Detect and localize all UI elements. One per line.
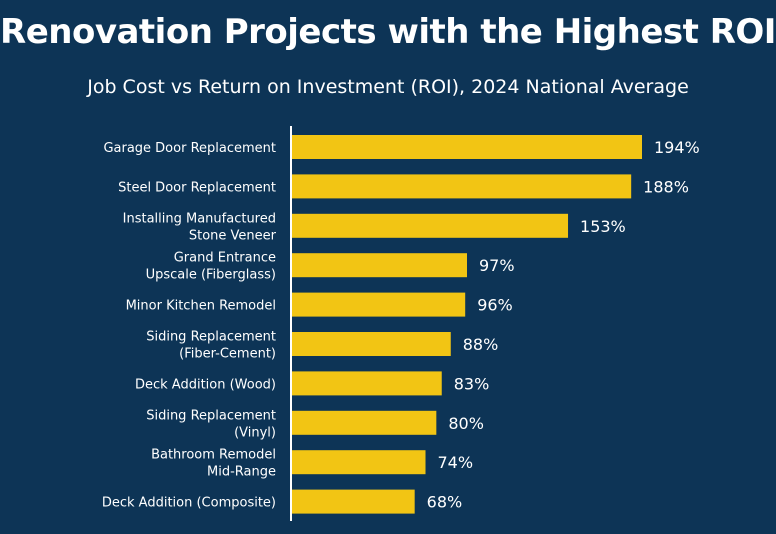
category-label: Deck Addition (Wood) <box>135 377 276 392</box>
bar <box>292 450 426 475</box>
bars-group <box>292 135 642 514</box>
category-label: Grand Entrance Upscale (Fiberglass) <box>146 251 276 283</box>
category-label: Siding Replacement (Vinyl) <box>146 408 276 440</box>
value-label: 68% <box>427 493 463 512</box>
category-label: Steel Door Replacement <box>118 180 276 195</box>
bar <box>292 213 569 238</box>
value-label: 83% <box>454 374 490 393</box>
value-label: 74% <box>438 453 474 472</box>
value-label: 194% <box>654 138 700 157</box>
chart-subtitle: Job Cost vs Return on Investment (ROI), … <box>87 76 689 98</box>
value-label: 96% <box>477 296 513 315</box>
category-label: Garage Door Replacement <box>103 141 276 156</box>
value-labels-group: 194% 188% 153% 97% 96% 88% 83% 80% 74% 68% <box>427 138 700 512</box>
value-label: 80% <box>448 414 484 433</box>
bar <box>292 410 437 435</box>
category-label: Siding Replacement (Fiber-Cement) <box>146 330 276 362</box>
chart-title: Renovation Projects with the Highest ROI <box>0 12 776 52</box>
value-label: 188% <box>643 177 689 196</box>
bar <box>292 489 415 514</box>
category-label: Deck Addition (Composite) <box>102 496 276 511</box>
value-label: 88% <box>463 335 499 354</box>
category-label: Bathroom Remodel Mid-Range <box>151 448 276 480</box>
category-label: Installing Manufactured Stone Veneer <box>123 211 277 243</box>
bar <box>292 174 632 199</box>
bar <box>292 253 467 278</box>
bar <box>292 292 466 317</box>
category-labels-group: Garage Door Replacement Steel Door Replac… <box>102 141 277 511</box>
value-label: 153% <box>580 217 626 236</box>
value-label: 97% <box>479 256 515 275</box>
category-label: Minor Kitchen Remodel <box>126 299 276 314</box>
bar <box>292 371 442 396</box>
bar <box>292 332 451 356</box>
bar <box>292 135 642 159</box>
